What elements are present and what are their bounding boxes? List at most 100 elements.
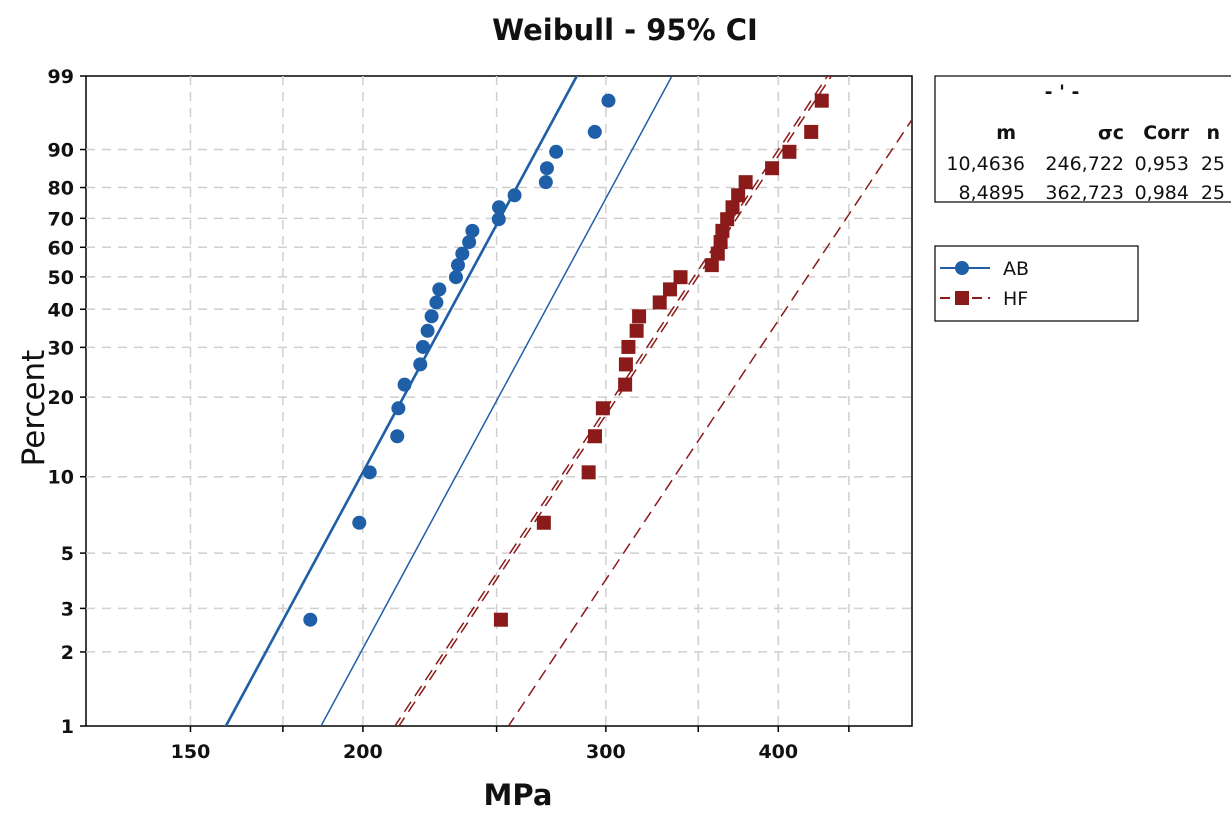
- table-cell: 246,722: [1045, 153, 1124, 175]
- legend-marker-ab: [955, 261, 969, 275]
- data-point-ab: [397, 377, 412, 392]
- data-point-ab: [424, 309, 439, 324]
- y-tick-label: 20: [48, 387, 74, 409]
- x-axis-label: MPa: [484, 778, 553, 812]
- chart-title: Weibull - 95% CI: [492, 13, 758, 47]
- y-tick-label: 1: [61, 716, 74, 738]
- data-point-ab: [429, 295, 444, 310]
- data-point-hf: [704, 258, 719, 273]
- data-point-hf: [782, 144, 797, 159]
- data-point-ab: [390, 429, 405, 444]
- table-cell: 8,4895: [959, 182, 1025, 204]
- table-cell: 362,723: [1045, 182, 1124, 204]
- x-tick-label: 400: [758, 741, 798, 763]
- plot-area: [85, 75, 913, 727]
- data-point-ab: [539, 161, 554, 176]
- data-point-ab: [491, 212, 506, 227]
- data-point-ab: [465, 223, 480, 238]
- ci-upper-line-hf: [507, 118, 912, 726]
- data-point-hf: [673, 270, 688, 285]
- data-point-ab: [413, 357, 428, 372]
- y-axis-label: Percent: [16, 350, 52, 467]
- data-point-ab: [415, 339, 430, 354]
- y-tick-label: 2: [61, 642, 74, 664]
- data-point-hf: [587, 429, 602, 444]
- data-point-ab: [362, 465, 377, 480]
- data-point-hf: [629, 323, 644, 338]
- table-cell: 25: [1201, 182, 1225, 204]
- fit-line-ab: [224, 76, 578, 726]
- y-tick-label: 5: [61, 543, 74, 565]
- statistics-table-box: [934, 75, 1231, 203]
- data-point-ab: [587, 124, 602, 139]
- data-point-hf: [595, 401, 610, 416]
- y-tick-label: 90: [48, 140, 74, 162]
- tick-labels-layer: 1 2 3 5 10 20 30 40 50 60 70 80 90 99 150 200 300 400: [48, 66, 850, 763]
- data-point-hf: [618, 377, 633, 392]
- statistics-table-title: - ' -: [1045, 81, 1080, 103]
- fit-line-hf: [394, 76, 829, 726]
- table-header-corr: Corr: [1143, 122, 1189, 144]
- ci-upper-line-ab: [320, 76, 673, 726]
- data-point-hf: [652, 295, 667, 310]
- data-point-ab: [492, 200, 507, 215]
- table-header-sigma: σc: [1098, 122, 1124, 144]
- table-cell: 0,953: [1135, 153, 1189, 175]
- table-header-m: m: [996, 122, 1016, 144]
- data-point-ab: [455, 246, 470, 261]
- data-point-ab: [448, 270, 463, 285]
- table-cell: 0,984: [1135, 182, 1189, 204]
- legend-label-ab: AB: [1003, 258, 1029, 280]
- data-point-hf: [804, 124, 819, 139]
- y-tick-label: 40: [48, 299, 74, 321]
- legend-marker-hf: [955, 291, 969, 305]
- table-cell: 25: [1201, 153, 1225, 175]
- data-point-hf: [738, 175, 753, 190]
- y-tick-label: 30: [48, 337, 74, 359]
- y-tick-label: 60: [48, 237, 74, 259]
- y-tick-label: 70: [48, 208, 74, 230]
- data-point-hf: [731, 188, 746, 203]
- data-point-hf: [720, 212, 735, 227]
- legend-label-hf: HF: [1003, 288, 1028, 310]
- y-tick-label: 99: [48, 66, 74, 88]
- y-tick-label: 3: [61, 598, 74, 620]
- y-tick-label: 10: [48, 467, 74, 489]
- x-tick-label: 150: [171, 741, 211, 763]
- data-point-hf: [710, 246, 725, 261]
- data-point-hf: [536, 515, 551, 530]
- legend-item-hf: HF: [940, 288, 1028, 310]
- data-point-ab: [352, 515, 367, 530]
- data-point-ab: [549, 144, 564, 159]
- grid-layer: [86, 76, 912, 726]
- data-point-hf: [621, 339, 636, 354]
- data-point-hf: [663, 282, 678, 297]
- data-point-ab: [432, 282, 447, 297]
- legend-item-ab: AB: [940, 258, 1029, 280]
- data-point-ab: [538, 175, 553, 190]
- data-point-ab: [391, 401, 406, 416]
- statistics-table: - ' - m σc Corr n 10,4636 246,722 0,953 …: [934, 75, 1231, 204]
- legend-box: [934, 245, 1139, 322]
- x-tick-label: 200: [343, 741, 383, 763]
- x-tick-label: 300: [586, 741, 626, 763]
- data-point-hf: [493, 612, 508, 627]
- data-point-ab: [420, 323, 435, 338]
- data-point-hf: [581, 465, 596, 480]
- data-point-ab: [507, 188, 522, 203]
- data-point-hf: [632, 309, 647, 324]
- data-point-ab: [450, 258, 465, 273]
- data-point-hf: [618, 357, 633, 372]
- table-cell: 10,4636: [946, 153, 1025, 175]
- data-point-hf: [814, 93, 829, 108]
- data-point-hf: [725, 200, 740, 215]
- data-point-hf: [715, 223, 730, 238]
- data-point-hf: [713, 235, 728, 250]
- y-tick-label: 80: [48, 178, 74, 200]
- legend: AB HF: [934, 245, 1139, 322]
- ci-lower-line-ab: [225, 76, 579, 726]
- data-point-ab: [601, 93, 616, 108]
- data-point-ab: [462, 235, 477, 250]
- data-point-ab: [303, 612, 318, 627]
